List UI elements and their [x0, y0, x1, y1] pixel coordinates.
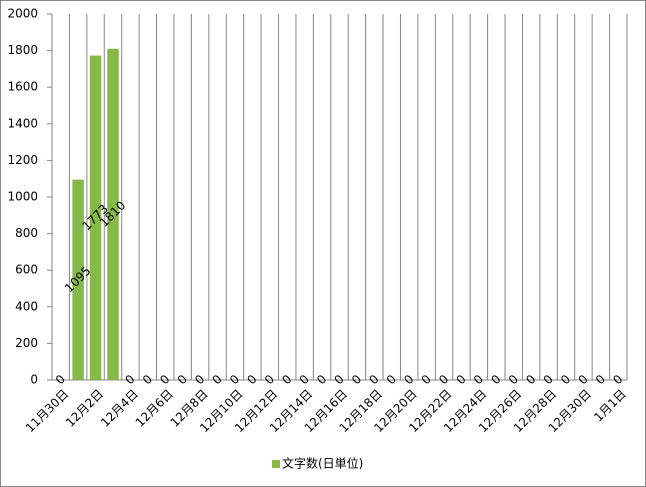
- y-tick-label: 1600: [7, 80, 38, 94]
- bar: [72, 179, 84, 380]
- y-tick-label: 1400: [7, 116, 38, 130]
- y-tick-label: 1800: [7, 43, 38, 57]
- legend-label: 文字数(日単位): [282, 456, 363, 471]
- bar: [89, 55, 102, 380]
- bar: [107, 48, 119, 381]
- y-tick-label: 2000: [7, 7, 38, 21]
- y-tick-label: 1000: [7, 190, 38, 204]
- legend-swatch: [272, 460, 280, 468]
- y-tick-label: 1200: [7, 153, 38, 167]
- y-tick-label: 600: [15, 263, 38, 277]
- y-tick-label: 800: [15, 226, 38, 240]
- y-tick-label: 400: [15, 299, 38, 313]
- y-tick-label: 0: [30, 373, 38, 387]
- y-tick-label: 200: [15, 336, 38, 350]
